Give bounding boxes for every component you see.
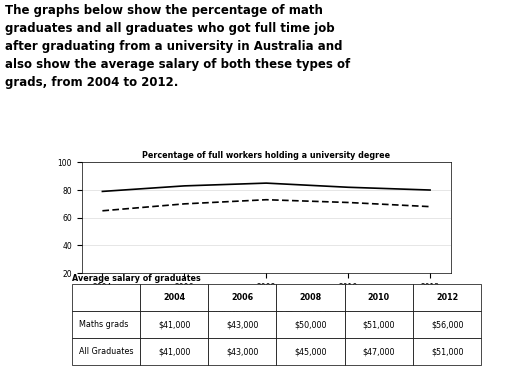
Title: Percentage of full workers holding a university degree: Percentage of full workers holding a uni… [142,151,390,160]
Legend: Maths Graduates, All Graduates: Maths Graduates, All Graduates [176,305,357,320]
Text: Average salary of graduates: Average salary of graduates [72,273,200,283]
Text: The graphs below show the percentage of math
graduates and all graduates who got: The graphs below show the percentage of … [5,4,350,89]
